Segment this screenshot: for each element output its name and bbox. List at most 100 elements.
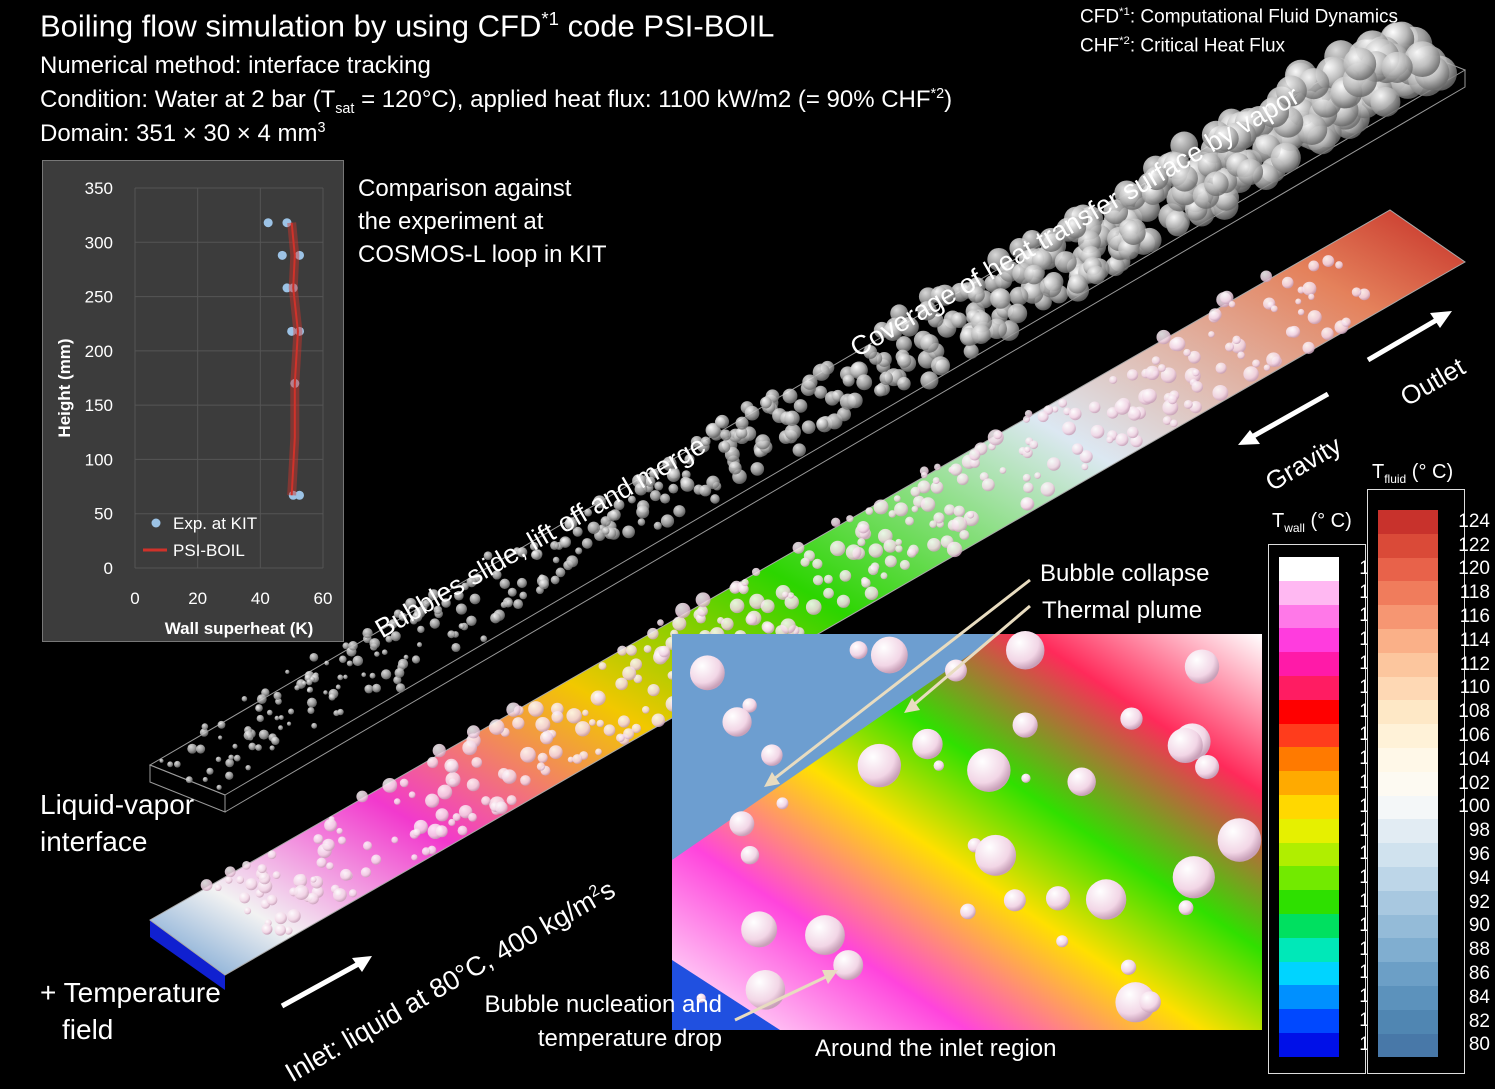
slab-bubble — [846, 515, 854, 523]
colorbar-swatch — [1279, 580, 1339, 605]
slab-bubble — [1288, 325, 1301, 338]
slab-bubble — [617, 715, 631, 728]
colorbar-swatch — [1378, 605, 1438, 629]
slab-bubble — [812, 558, 823, 570]
slab-bubble — [1302, 341, 1315, 354]
colorbar-swatch — [1378, 962, 1438, 986]
slab-bubble — [1188, 350, 1201, 364]
vapor-bubble — [609, 509, 621, 521]
slab-bubble — [836, 594, 851, 608]
vapor-bubble — [285, 669, 290, 675]
y-tick-label: 0 — [104, 559, 113, 578]
slab-bubble — [266, 894, 278, 906]
temperature-field-line-2: field — [62, 1014, 114, 1045]
vapor-bubble — [369, 672, 376, 679]
slab-bubble — [272, 871, 281, 880]
colorbar-row: 120 — [1378, 557, 1490, 582]
slab-bubble — [432, 743, 446, 758]
colorbar-swatch — [1378, 938, 1438, 963]
slab-bubble — [738, 584, 749, 595]
colorbar-row: 92 — [1378, 890, 1490, 915]
condition-text-b: = 120°C), applied heat flux: 1100 kW/m2 … — [354, 86, 931, 113]
comparison-note: Comparison against the experiment at COS… — [358, 172, 607, 271]
slab-bubble — [512, 717, 525, 730]
slab-bubble — [421, 847, 431, 856]
slab-bubble — [899, 559, 910, 570]
vapor-bubble — [403, 654, 409, 660]
exp-kit-point — [295, 250, 304, 260]
condition-line: Condition: Water at 2 bar (Tsat = 120°C)… — [40, 86, 952, 117]
colorbar-swatch — [1279, 913, 1339, 938]
footnote-cfd: CFD*1: Computational Fluid Dynamics — [1080, 6, 1398, 28]
thermal-plume-pointer-head — [904, 698, 920, 713]
vapor-bubble — [348, 640, 358, 651]
slab-bubble — [1145, 365, 1160, 381]
slab-bubble — [293, 884, 309, 900]
vapor-bubble — [255, 744, 262, 751]
slab-bubble — [540, 731, 554, 745]
slab-bubble — [1167, 394, 1178, 405]
vapor-bubble — [555, 567, 566, 578]
slab-bubble — [956, 473, 969, 486]
vapor-bubble — [458, 623, 465, 630]
vapor-bubble — [699, 484, 712, 497]
comparison-line-3: COSMOS-L loop in KIT — [358, 241, 607, 268]
legend-exp-marker — [151, 518, 161, 528]
colorbar-swatch — [1279, 866, 1339, 891]
slab-bubble — [1071, 443, 1084, 455]
vapor-bubble — [429, 618, 440, 629]
slab-bubble — [466, 725, 481, 739]
vapor-bubbles — [159, 21, 1457, 791]
vapor-bubble — [394, 667, 405, 678]
slab-bubble — [1243, 366, 1259, 382]
inset-bubble — [1085, 879, 1127, 920]
slab-bubble — [868, 543, 884, 558]
inset-bubble — [1006, 630, 1045, 670]
vapor-bubble — [920, 334, 939, 353]
slab-bubble — [1252, 359, 1261, 368]
slab-bubble — [1156, 329, 1171, 345]
slab-bubble — [1024, 410, 1033, 418]
slab-bubble — [999, 467, 1007, 474]
slab-bubble — [1034, 472, 1041, 479]
vapor-bubble — [232, 743, 238, 749]
slab-bubble — [959, 529, 970, 540]
slab-bubble — [1224, 342, 1235, 352]
slab-bubble — [845, 544, 862, 561]
slab-bubble — [1088, 401, 1101, 414]
slab-bubble — [466, 778, 480, 792]
slab-bubble — [200, 879, 213, 891]
vapor-bubble — [309, 652, 319, 662]
slab-bubble — [360, 867, 372, 878]
vapor-bubble — [602, 527, 610, 535]
inset-bubble — [1067, 767, 1096, 796]
slab-bubble — [214, 884, 222, 892]
exp-kit-point — [282, 218, 292, 228]
vapor-bubble — [706, 475, 720, 490]
domain-sup: 3 — [317, 120, 326, 136]
slab-bubble — [1281, 276, 1294, 289]
vapor-bubble — [879, 371, 893, 386]
vapor-bubble — [411, 655, 421, 664]
colorbar-label: 116 — [1459, 606, 1490, 628]
vapor-bubble — [538, 579, 549, 590]
vapor-bubble — [662, 456, 677, 471]
vapor-bubble — [990, 288, 1011, 309]
slab-bubble — [831, 517, 841, 527]
vapor-bubble — [735, 427, 748, 439]
y-tick-label: 100 — [85, 450, 113, 469]
wall-colorbar: 1601591581571561551541531521511501491481… — [1268, 544, 1391, 1074]
colorbar-swatch — [1279, 961, 1339, 986]
colorbar-label: 98 — [1468, 820, 1490, 842]
vapor-bubble — [361, 672, 367, 678]
colorbar-label: 108 — [1458, 701, 1490, 723]
colorbar-row: 86 — [1378, 962, 1490, 986]
slab-bubble — [884, 555, 897, 568]
slab-bubble — [953, 505, 965, 517]
vapor-bubble — [552, 556, 560, 564]
slab-bubble — [969, 449, 981, 461]
vapor-bubble — [968, 286, 985, 304]
colorbar-row: 90 — [1378, 914, 1490, 939]
thermal-plume-pointer — [909, 604, 1031, 710]
page-title: Boiling flow simulation by using CFD*1 c… — [40, 8, 774, 44]
